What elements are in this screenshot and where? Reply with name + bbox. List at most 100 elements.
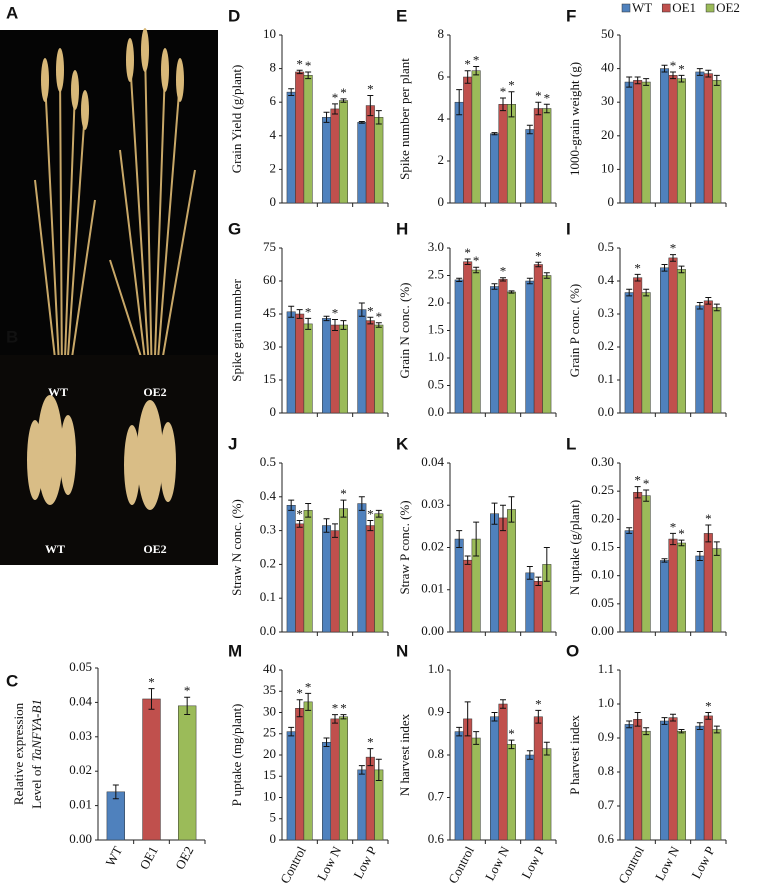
error-bar <box>323 518 330 533</box>
bar <box>322 742 332 841</box>
bar <box>330 530 340 633</box>
bar <box>498 279 508 414</box>
bar <box>660 68 670 204</box>
bar <box>322 117 332 204</box>
y-tick-label: 0.9 <box>598 729 614 744</box>
error-bar <box>296 699 303 718</box>
panel-letter: D <box>228 6 240 25</box>
y-tick-label: 35 <box>263 682 276 697</box>
panel-letter: O <box>566 641 579 660</box>
significance-marker: * <box>544 90 551 105</box>
error-bar <box>678 539 685 547</box>
y-tick-label: 2.0 <box>428 294 444 309</box>
error-bar <box>526 566 533 580</box>
bar <box>633 277 643 414</box>
significance-marker: * <box>634 260 641 275</box>
bar <box>660 720 670 841</box>
y-tick-label: 0.6 <box>598 831 615 846</box>
bar <box>454 279 464 414</box>
significance-marker: * <box>184 683 191 698</box>
significance-marker: * <box>367 506 374 521</box>
error-bar <box>296 69 303 75</box>
y-tick-label: 40 <box>601 60 614 75</box>
y-tick-label: 0.2 <box>260 555 276 570</box>
bar <box>463 76 473 204</box>
bar <box>330 718 340 841</box>
significance-marker: * <box>376 309 383 324</box>
error-bar <box>288 499 295 511</box>
error-bar <box>713 74 720 86</box>
significance-marker: * <box>340 85 347 100</box>
significance-marker: * <box>670 241 677 256</box>
y-tick-label: 2 <box>270 160 277 175</box>
bar <box>506 291 516 414</box>
legend-label: WT <box>632 0 652 15</box>
panel-letter: F <box>566 6 576 25</box>
y-tick-label: 0.2 <box>598 338 614 353</box>
y-axis-label: P uptake (mg/plant) <box>229 704 244 807</box>
bar <box>374 513 384 633</box>
significance-marker: * <box>464 245 471 260</box>
y-tick-label: 20 <box>601 127 614 142</box>
y-tick-label: 0.20 <box>591 510 614 525</box>
bar <box>542 275 552 414</box>
bar <box>490 133 500 204</box>
bar <box>660 267 670 414</box>
y-tick-label: 6 <box>270 93 277 108</box>
bar <box>498 517 508 633</box>
error-bar <box>526 750 533 760</box>
error-bar <box>332 714 338 724</box>
bar <box>365 105 375 204</box>
x-tick-label: Low P <box>350 844 379 881</box>
y-tick-label: 75 <box>263 239 276 254</box>
photo-b-spikes <box>27 395 176 510</box>
y-tick-label: 20 <box>263 746 276 761</box>
error-bar <box>305 71 312 80</box>
significance-marker: * <box>670 519 677 534</box>
bar <box>322 318 332 414</box>
error-bar <box>473 521 480 557</box>
bar <box>525 129 535 204</box>
photo-a-spikes <box>41 28 184 130</box>
significance-marker: * <box>305 679 312 694</box>
bar <box>178 705 197 841</box>
y-tick-label: 0.1 <box>260 589 276 604</box>
panel-letter: B <box>6 327 18 346</box>
error-bar <box>340 714 347 720</box>
error-bar <box>491 502 498 525</box>
error-bar <box>626 76 633 88</box>
y-tick-label: 45 <box>263 305 276 320</box>
bar <box>525 280 535 414</box>
x-tick-label: Control <box>445 843 477 885</box>
error-bar <box>296 309 303 319</box>
y-tick-label: 0.5 <box>598 239 614 254</box>
y-tick-label: 1.1 <box>598 661 614 676</box>
significance-marker: * <box>500 264 507 279</box>
y-tick-label: 8 <box>438 26 445 41</box>
error-bar <box>500 97 506 112</box>
x-tick-label: Low N <box>314 843 345 883</box>
error-bar <box>705 524 712 543</box>
bar <box>454 101 464 204</box>
x-tick-label: OE1 <box>136 844 160 872</box>
bar <box>498 104 508 204</box>
significance-marker: * <box>340 701 347 716</box>
y-tick-label: 25 <box>263 725 276 740</box>
y-axis-label: N harvest index <box>397 713 412 796</box>
x-tick-label: Low N <box>652 843 683 883</box>
y-tick-label: 0.3 <box>260 522 276 537</box>
error-bar <box>456 530 463 548</box>
bar <box>703 73 713 204</box>
photo-caption: WT <box>48 385 68 399</box>
significance-marker: * <box>678 526 685 541</box>
bar <box>641 81 651 204</box>
error-bar <box>705 297 712 305</box>
bar <box>624 81 634 204</box>
error-bar <box>713 303 720 312</box>
y-tick-label: 0 <box>270 194 277 209</box>
bar <box>533 264 543 414</box>
significance-marker: * <box>508 78 515 93</box>
error-bar <box>535 261 542 268</box>
significance-marker: * <box>305 304 312 319</box>
